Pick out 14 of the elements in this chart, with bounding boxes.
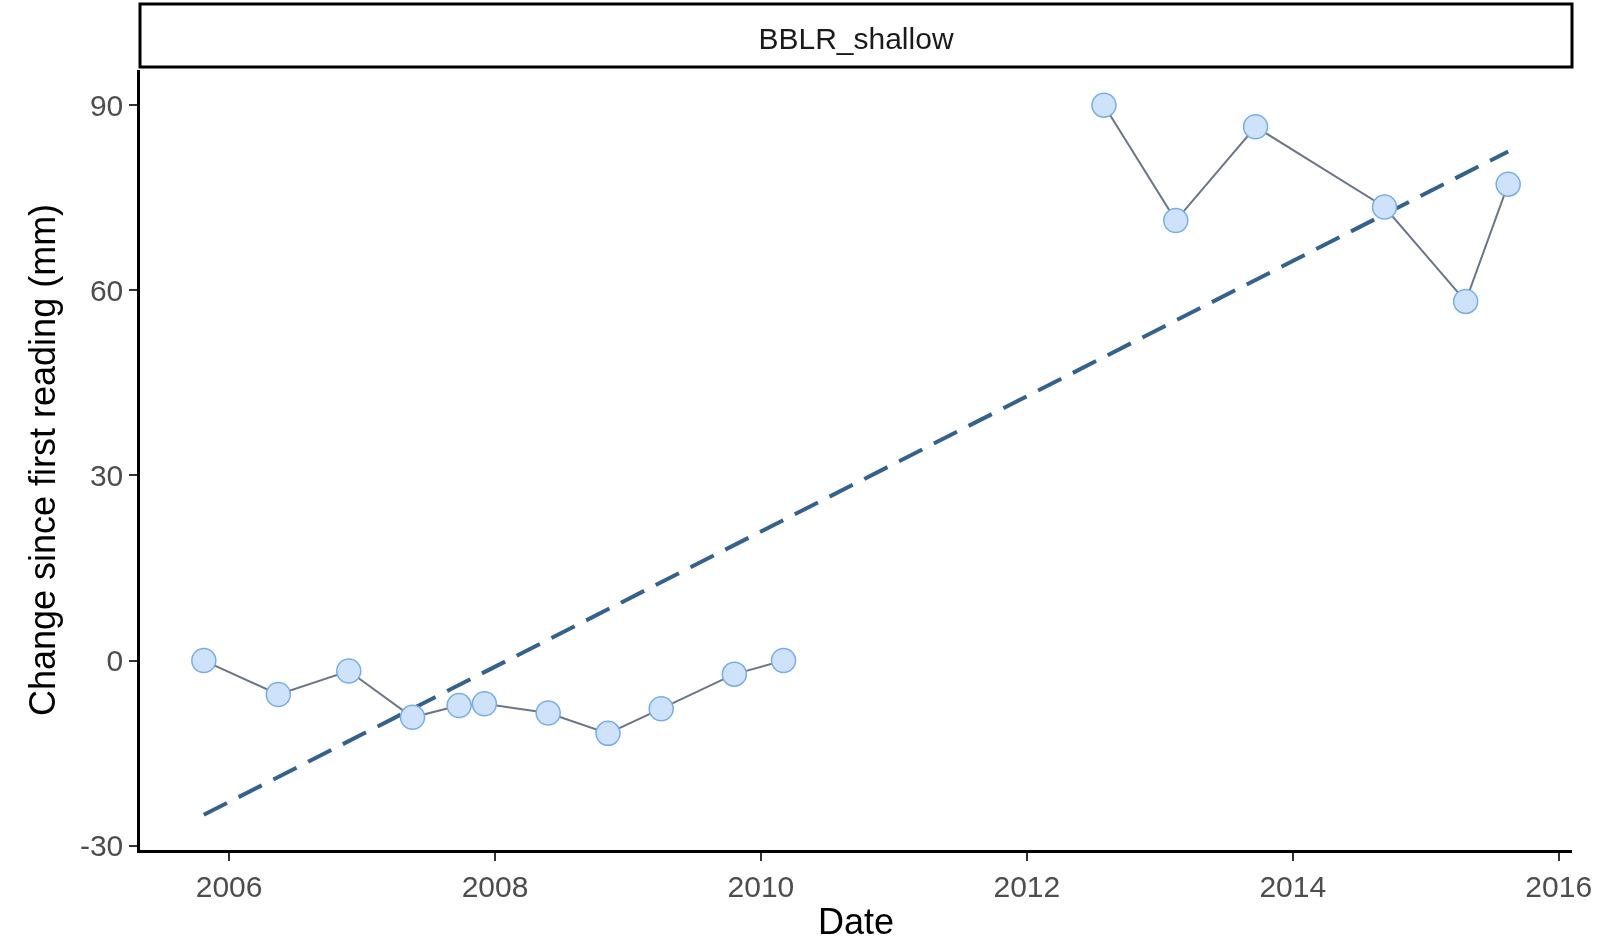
x-axis-title: Date	[817, 901, 895, 943]
x-tick-label: 2010	[727, 869, 795, 903]
y-tick-label: 30	[89, 458, 124, 492]
x-tick-label: 2006	[195, 869, 263, 903]
x-tick-label: 2014	[1259, 869, 1327, 903]
chart-title: BBLR_shallow	[758, 21, 954, 55]
y-tick-label: 0	[106, 644, 124, 678]
y-tick-label: 90	[89, 88, 124, 122]
y-tick-label: -30	[79, 829, 124, 863]
y-axis-title: Change since first reading (mm)	[21, 203, 63, 717]
x-tick-label: 2012	[993, 869, 1061, 903]
x-tick-label: 2016	[1525, 869, 1593, 903]
y-tick-label: 60	[89, 273, 124, 307]
x-tick-label: 2008	[461, 869, 529, 903]
